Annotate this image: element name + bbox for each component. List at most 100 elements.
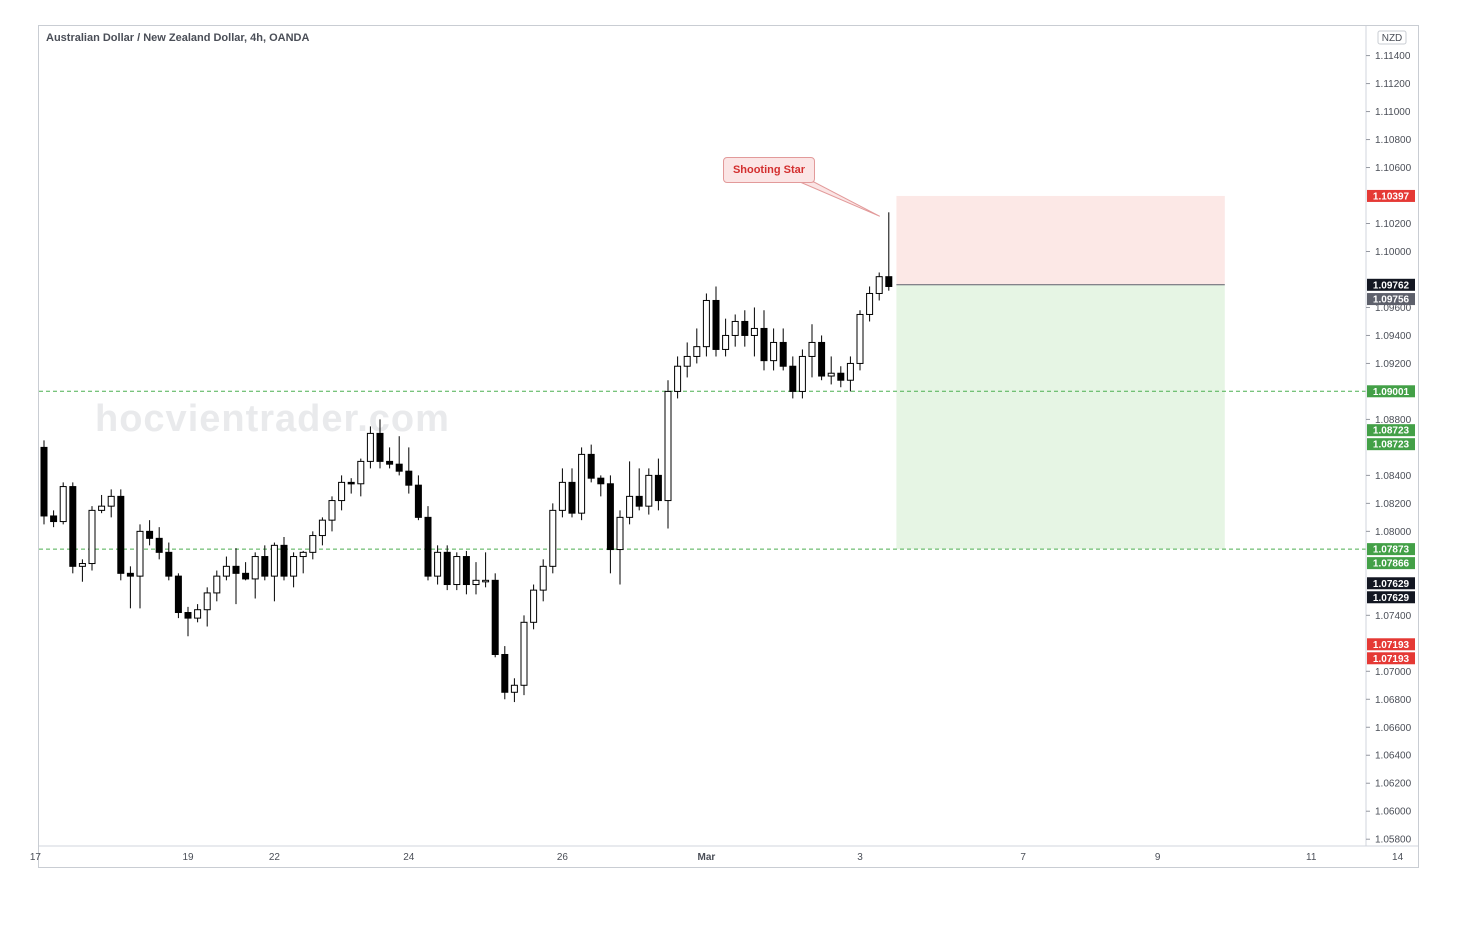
y-tick-label: 1.06800 bbox=[1375, 695, 1412, 706]
bullish-candle bbox=[472, 579, 480, 586]
y-tick-label: 1.08200 bbox=[1375, 499, 1412, 510]
bullish-candle bbox=[578, 453, 586, 514]
x-tick-label: 9 bbox=[1155, 852, 1161, 863]
bullish-candle bbox=[674, 365, 682, 392]
bearish-candle bbox=[635, 495, 643, 507]
bullish-candle bbox=[856, 313, 864, 364]
bullish-candle bbox=[530, 589, 538, 623]
price-tag-label: 1.09001 bbox=[1373, 387, 1410, 398]
callout-pointer bbox=[799, 181, 881, 217]
bearish-candle bbox=[424, 516, 432, 577]
bearish-candle bbox=[184, 612, 192, 619]
bearish-candle bbox=[242, 572, 250, 580]
bearish-candle bbox=[818, 341, 826, 377]
shooting-star-callout[interactable]: Shooting Star bbox=[723, 157, 815, 183]
bullish-candle bbox=[434, 551, 442, 577]
y-tick-label: 1.10000 bbox=[1375, 247, 1412, 258]
bearish-candle bbox=[606, 483, 614, 551]
y-tick-label: 1.08400 bbox=[1375, 471, 1412, 482]
bullish-candle bbox=[328, 500, 336, 521]
price-tag bbox=[1367, 438, 1415, 451]
x-tick-label: Mar bbox=[698, 852, 716, 863]
bullish-candle bbox=[770, 341, 778, 362]
price-tag bbox=[1367, 189, 1415, 202]
bearish-candle bbox=[261, 556, 269, 577]
y-tick-label: 1.08000 bbox=[1375, 527, 1412, 538]
bearish-candle bbox=[654, 474, 662, 502]
x-tick-label: 22 bbox=[269, 852, 281, 863]
price-tag bbox=[1367, 424, 1415, 437]
bullish-candle bbox=[136, 530, 144, 577]
bearish-candle bbox=[501, 653, 509, 693]
bearish-candle bbox=[414, 484, 422, 518]
bullish-candle bbox=[366, 432, 374, 462]
y-tick-label: 1.10200 bbox=[1375, 219, 1412, 230]
y-tick-label: 1.11000 bbox=[1375, 107, 1411, 118]
price-tag bbox=[1367, 278, 1415, 291]
price-tag-label: 1.07866 bbox=[1373, 559, 1410, 570]
bullish-candle bbox=[78, 563, 86, 567]
bearish-candle bbox=[174, 575, 182, 614]
bullish-candle bbox=[722, 334, 730, 350]
currency-label-box bbox=[1377, 30, 1407, 45]
price-tag-label: 1.08723 bbox=[1373, 426, 1410, 437]
bullish-candle bbox=[558, 481, 566, 511]
price-tag bbox=[1367, 543, 1415, 556]
price-tag-label: 1.07873 bbox=[1373, 545, 1410, 556]
price-tag bbox=[1367, 385, 1415, 398]
y-tick-label: 1.07000 bbox=[1375, 667, 1412, 678]
bearish-candle bbox=[117, 495, 125, 574]
bullish-candle bbox=[453, 556, 461, 586]
bearish-candle bbox=[376, 432, 384, 462]
bullish-candle bbox=[222, 565, 230, 577]
bullish-candle bbox=[107, 495, 115, 507]
bullish-candle bbox=[318, 519, 326, 537]
bullish-candle bbox=[693, 346, 701, 357]
price-tag-label: 1.09762 bbox=[1373, 280, 1410, 291]
bullish-candle bbox=[357, 460, 365, 485]
bearish-candle bbox=[280, 544, 288, 577]
bullish-candle bbox=[702, 299, 710, 348]
bullish-candle bbox=[645, 474, 653, 507]
bullish-candle bbox=[539, 565, 547, 591]
bullish-candle bbox=[808, 341, 816, 357]
price-tag-label: 1.10397 bbox=[1373, 191, 1410, 202]
x-tick-label: 11 bbox=[1306, 852, 1317, 863]
bearish-candle bbox=[885, 276, 893, 287]
price-tag bbox=[1367, 293, 1415, 306]
x-tick-label: 14 bbox=[1392, 852, 1404, 863]
price-tag-label: 1.07193 bbox=[1373, 640, 1410, 651]
bearish-candle bbox=[386, 460, 394, 465]
x-tick-label: 26 bbox=[557, 852, 569, 863]
bearish-candle bbox=[779, 341, 787, 367]
bearish-candle bbox=[462, 556, 470, 586]
bullish-candle bbox=[338, 481, 346, 502]
y-tick-label: 1.07400 bbox=[1375, 611, 1412, 622]
bullish-candle bbox=[194, 609, 202, 619]
y-tick-label: 1.06600 bbox=[1375, 723, 1412, 734]
bullish-candle bbox=[683, 355, 691, 367]
price-tag-label: 1.07629 bbox=[1373, 593, 1410, 604]
bearish-candle bbox=[40, 446, 48, 517]
x-tick-label: 7 bbox=[1020, 852, 1026, 863]
bearish-candle bbox=[491, 579, 499, 655]
bearish-candle bbox=[837, 372, 845, 381]
bearish-candle bbox=[69, 486, 77, 567]
bullish-candle bbox=[846, 362, 854, 381]
price-tag-label: 1.07629 bbox=[1373, 579, 1410, 590]
price-tag-label: 1.07193 bbox=[1373, 654, 1410, 665]
price-tag bbox=[1367, 557, 1415, 570]
y-tick-label: 1.06400 bbox=[1375, 751, 1412, 762]
bearish-candle bbox=[165, 551, 173, 577]
y-tick-label: 1.08800 bbox=[1375, 415, 1412, 426]
watermark-text: hocvientrader.com bbox=[95, 398, 450, 440]
bullish-candle bbox=[616, 516, 624, 551]
stop-loss-zone bbox=[896, 195, 1225, 285]
bearish-candle bbox=[712, 299, 720, 350]
bearish-candle bbox=[232, 565, 240, 574]
chart-frame bbox=[38, 25, 1419, 868]
y-tick-label: 1.11400 bbox=[1375, 51, 1411, 62]
x-tick-label: 19 bbox=[182, 852, 194, 863]
price-tag bbox=[1367, 652, 1415, 665]
